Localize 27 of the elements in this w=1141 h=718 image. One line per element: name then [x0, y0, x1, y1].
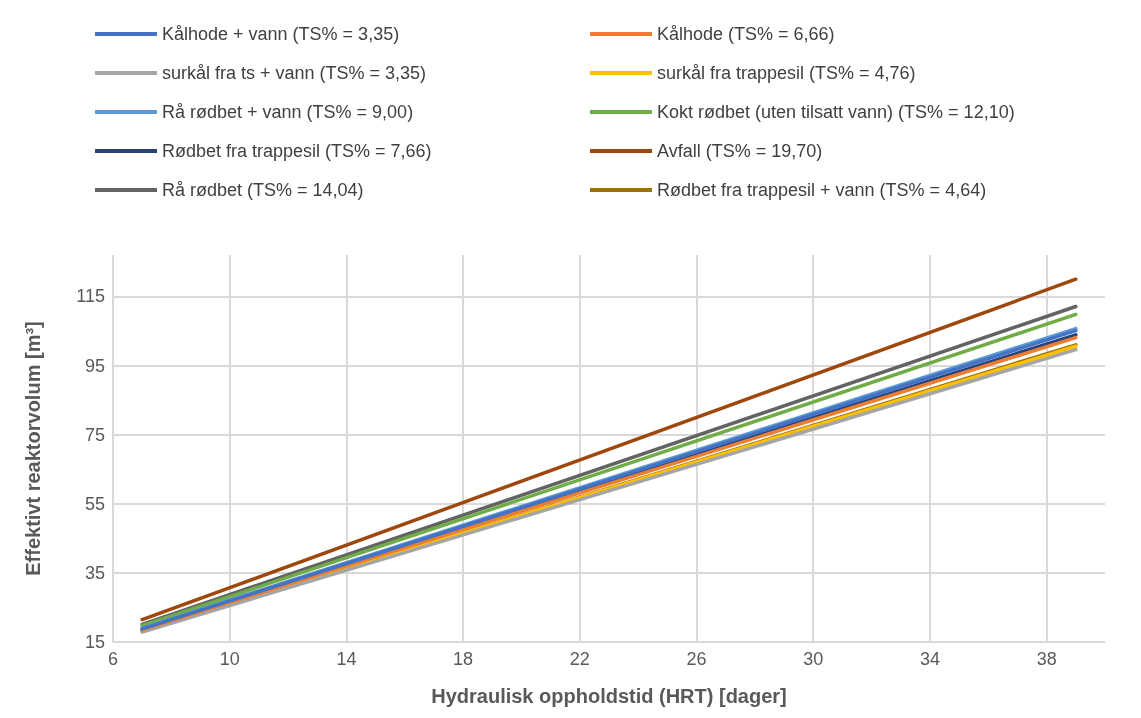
legend-label: surkål fra ts + vann (TS% = 3,35) [162, 63, 427, 83]
legend-label: Avfall (TS% = 19,70) [657, 141, 823, 161]
legend-label: surkål fra trappesil (TS% = 4,76) [657, 63, 916, 83]
legend-label: Rå rødbet + vann (TS% = 9,00) [162, 102, 414, 122]
legend-label: Kokt rødbet (uten tilsatt vann) (TS% = 12,10) [657, 102, 1015, 122]
y-axis-title: Effektivt reaktorvolum [m³] [22, 321, 44, 576]
legend-label: Rødbet fra trappesil (TS% = 7,66) [162, 141, 432, 161]
x-tick-label: 6 [107, 649, 119, 669]
y-tick-label: 15 [84, 632, 105, 652]
x-tick-label: 18 [453, 649, 474, 669]
x-axis-title: Hydraulisk oppholdstid (HRT) [dager] [431, 685, 787, 707]
y-tick-label: 75 [84, 424, 105, 445]
x-tick-label: 38 [1036, 649, 1057, 669]
x-tick-label: 22 [569, 649, 590, 669]
x-tick-label: 14 [336, 649, 357, 669]
y-tick-label: 115 [76, 286, 105, 307]
y-tick-label: 35 [84, 562, 105, 583]
legend-label: Kålhode (TS% = 6,66) [657, 24, 835, 44]
legend-label: Rå rødbet (TS% = 14,04) [162, 180, 364, 200]
x-tick-label: 30 [803, 649, 824, 669]
x-tick-label: 34 [919, 649, 940, 669]
legend-label: Kålhode + vann (TS% = 3,35) [162, 24, 400, 44]
legend-label: Rødbet fra trappesil + vann (TS% = 4,64) [657, 180, 987, 200]
y-tick-label: 55 [84, 493, 105, 514]
x-tick-label: 10 [219, 649, 240, 669]
x-tick-label: 26 [686, 649, 707, 669]
y-tick-label: 95 [84, 355, 105, 376]
